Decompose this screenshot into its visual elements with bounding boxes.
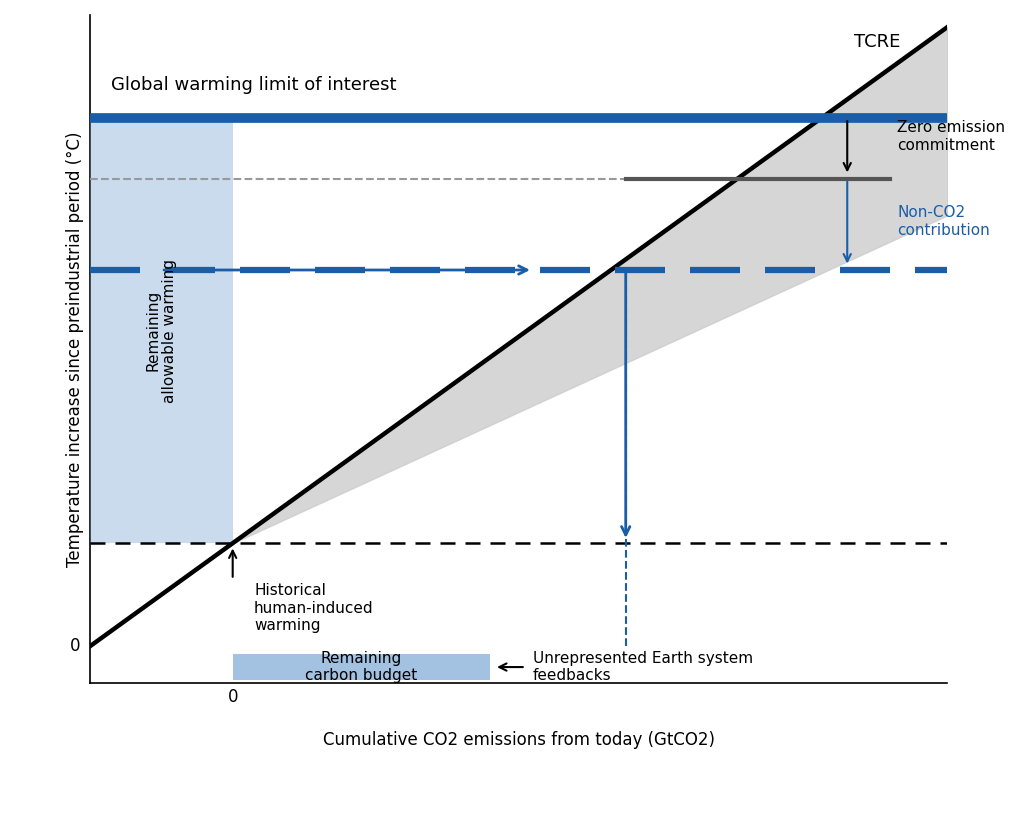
Text: TCRE: TCRE: [854, 33, 901, 51]
Text: 0: 0: [71, 637, 81, 655]
Y-axis label: Temperature increase since preindustrial period (°C): Temperature increase since preindustrial…: [67, 132, 84, 566]
Bar: [232, 653, 489, 681]
Text: Historical
human-induced
warming: Historical human-induced warming: [254, 584, 374, 633]
Bar: [90, 118, 232, 543]
Text: 0: 0: [227, 688, 238, 706]
X-axis label: Cumulative CO2 emissions from today (GtCO2): Cumulative CO2 emissions from today (GtC…: [323, 732, 715, 750]
Text: Unrepresented Earth system
feedbacks: Unrepresented Earth system feedbacks: [532, 651, 753, 683]
Text: Remaining
carbon budget: Remaining carbon budget: [305, 651, 418, 683]
Text: Non-CO2
contribution: Non-CO2 contribution: [897, 206, 990, 238]
Text: Zero emission
commitment: Zero emission commitment: [897, 120, 1006, 153]
Text: Remaining
allowable warming: Remaining allowable warming: [145, 259, 177, 403]
Text: Global warming limit of interest: Global warming limit of interest: [112, 76, 396, 94]
